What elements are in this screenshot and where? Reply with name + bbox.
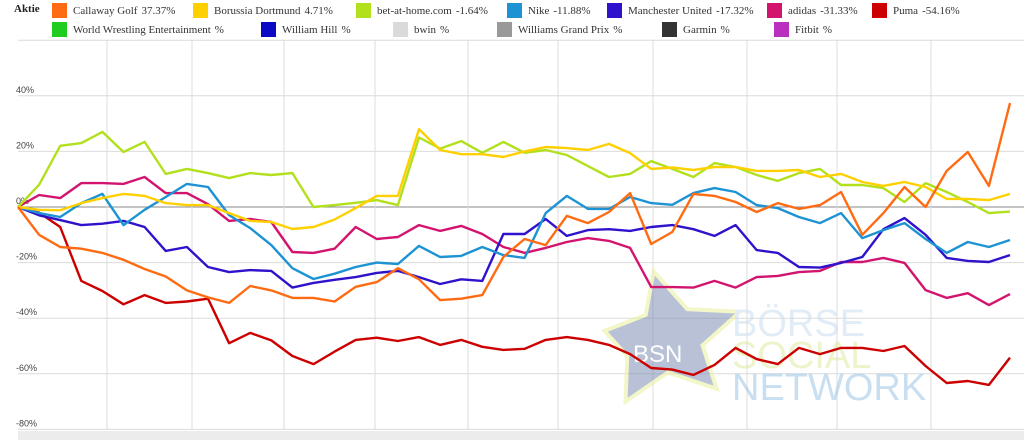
y-tick-label: -40% — [16, 307, 37, 317]
legend-swatch — [507, 3, 522, 18]
series-line-puma[interactable] — [17, 205, 1011, 387]
legend-label: Borussia Dortmund — [214, 4, 301, 17]
legend-value: -11.88% — [553, 4, 591, 17]
legend-label: Nike — [528, 4, 550, 17]
watermark-line1: BÖRSE — [732, 303, 865, 345]
legend-value: -1.64% — [455, 4, 488, 17]
legend-label: William Hill — [282, 23, 338, 36]
legend-swatch — [261, 22, 276, 37]
legend-label: World Wrestling Entertainment — [73, 23, 211, 36]
legend-label: Callaway Golf — [73, 4, 138, 17]
legend-value: -54.16% — [922, 4, 960, 17]
legend-label: Puma — [893, 4, 919, 17]
legend-item-williams-grand-prix[interactable]: Williams Grand Prix% — [497, 22, 622, 37]
legend-label: bet-at-home.com — [377, 4, 452, 17]
series-line-bet-at-home-com[interactable] — [17, 130, 1011, 215]
legend-value: % — [613, 23, 623, 36]
series-lines — [17, 102, 1012, 387]
navigator-bar[interactable] — [18, 431, 1024, 440]
legend-swatch — [497, 22, 512, 37]
legend-item-william-hill[interactable]: William Hill% — [261, 22, 351, 37]
legend-item-garmin[interactable]: Garmin% — [662, 22, 730, 37]
legend-title: Aktie — [14, 3, 40, 15]
legend-item-bet-at-home-com[interactable]: bet-at-home.com -1.64% — [356, 3, 488, 18]
legend-label: Garmin — [683, 23, 717, 36]
y-tick-label: -20% — [16, 252, 37, 262]
watermark-line2: SOCIAL — [732, 335, 871, 377]
legend-label: Williams Grand Prix — [518, 23, 610, 36]
watermark-line3: NETWORK — [732, 367, 926, 409]
legend-item-callaway-golf[interactable]: Callaway Golf 37.37% — [52, 3, 175, 18]
legend-item-fitbit[interactable]: Fitbit% — [774, 22, 832, 37]
legend-swatch — [393, 22, 408, 37]
series-line-nike[interactable] — [17, 182, 1011, 281]
legend-label: Manchester United — [628, 4, 712, 17]
legend-value: % — [440, 23, 450, 36]
legend-swatch — [356, 3, 371, 18]
legend-value: % — [822, 23, 833, 36]
legend-label: bwin — [414, 23, 436, 36]
legend-value: 4.71% — [304, 4, 333, 17]
y-tick-label: -60% — [16, 363, 37, 373]
legend-swatch — [607, 3, 622, 18]
legend-swatch — [52, 22, 67, 37]
y-tick-label: 40% — [16, 85, 34, 95]
watermark-logo-text: BSN — [633, 341, 682, 368]
legend-item-bwin[interactable]: bwin% — [393, 22, 449, 37]
legend-swatch — [767, 3, 782, 18]
legend-item-nike[interactable]: Nike -11.88% — [507, 3, 591, 18]
legend-item-borussia-dortmund[interactable]: Borussia Dortmund 4.71% — [193, 3, 333, 18]
watermark-logo: BSN BÖRSE SOCIAL NETWORK — [601, 267, 926, 409]
legend-value: % — [341, 23, 351, 36]
watermark-star-icon — [601, 267, 746, 406]
legend-item-adidas[interactable]: adidas -31.33% — [767, 3, 858, 18]
legend-swatch — [662, 22, 677, 37]
series-line-callaway-golf[interactable] — [17, 102, 1012, 305]
legend-swatch — [52, 3, 67, 18]
legend-value: -31.33% — [820, 4, 858, 17]
series-line-manchester-united[interactable] — [17, 205, 1011, 289]
legend-swatch — [872, 3, 887, 18]
y-tick-label: -80% — [16, 418, 37, 428]
legend-swatch — [193, 3, 208, 18]
legend-item-manchester-united[interactable]: Manchester United -17.32% — [607, 3, 754, 18]
grid: 40%20%0%-20%-40%-60%-80% — [16, 39, 1024, 430]
legend-item-puma[interactable]: Puma -54.16% — [872, 3, 960, 18]
legend-value: % — [720, 23, 730, 36]
legend-label: Fitbit — [795, 23, 819, 36]
legend-swatch — [774, 22, 789, 37]
legend-item-world-wrestling-entertainment[interactable]: World Wrestling Entertainment% — [52, 22, 224, 37]
legend-label: adidas — [788, 4, 817, 17]
legend-value: % — [214, 23, 224, 36]
series-line-borussia-dortmund[interactable] — [17, 127, 1011, 231]
y-tick-label: 20% — [16, 140, 34, 150]
legend-value: -17.32% — [716, 4, 754, 17]
legend-value: 37.37% — [141, 4, 176, 17]
